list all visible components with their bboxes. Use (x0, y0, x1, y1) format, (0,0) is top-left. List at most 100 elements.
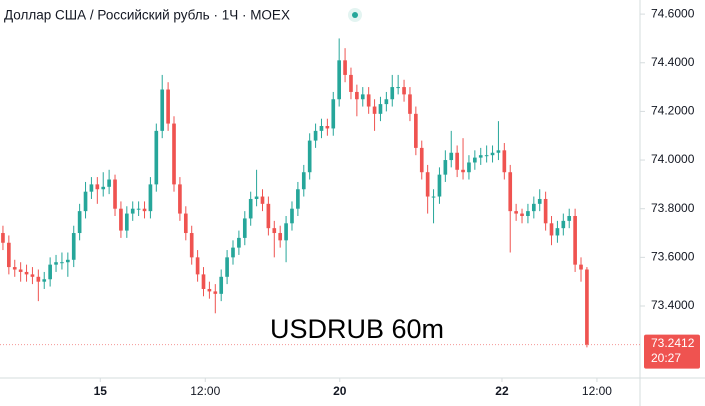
candle-body (555, 228, 560, 236)
candle-body (242, 218, 247, 238)
candle-body (7, 242, 11, 268)
candle-body (95, 184, 100, 190)
y-tick-label: 73.8000 (651, 201, 695, 215)
candle-body (113, 179, 117, 209)
candle-body (319, 126, 324, 131)
y-tick-label: 73.6000 (651, 250, 695, 264)
candle-body (89, 184, 94, 192)
price-tag (644, 334, 700, 369)
candle-body (331, 99, 336, 129)
candle-body (543, 198, 548, 224)
countdown-label: 20:27 (651, 351, 681, 365)
candle-body (130, 208, 135, 214)
candle-body (390, 87, 395, 100)
candle-body (54, 262, 58, 265)
candle-body (124, 213, 129, 231)
candle-body (178, 184, 182, 214)
candle-body (537, 198, 542, 204)
candle-body (136, 208, 141, 210)
candle-body (248, 198, 253, 219)
x-tick-label: 20 (333, 384, 347, 398)
x-tick-label: 22 (495, 384, 509, 398)
candle-body (490, 152, 495, 156)
candle-body (343, 60, 347, 75)
candle-body (142, 208, 147, 212)
candle-body (579, 264, 583, 270)
candle-body (526, 211, 530, 216)
candle-body (514, 211, 518, 214)
candle-body (372, 106, 377, 114)
candle-body (585, 269, 589, 345)
candle-body (431, 196, 436, 198)
candle-body (66, 259, 70, 263)
candle-body (260, 196, 265, 204)
candle-body (290, 208, 294, 224)
candle-body (231, 247, 235, 258)
candle-body (360, 94, 365, 100)
candle-body (307, 140, 312, 173)
candle-body (24, 271, 29, 275)
candle-body (573, 216, 577, 265)
candle-body (201, 274, 206, 289)
candle-body (189, 233, 194, 258)
candle-body (172, 123, 176, 185)
candle-body (443, 160, 448, 175)
candle-body (12, 267, 17, 270)
candle-body (325, 126, 330, 129)
y-tick-label: 73.4000 (651, 298, 695, 312)
candle-body (48, 264, 52, 280)
candle-body (296, 189, 300, 209)
candle-body (561, 220, 566, 229)
candle-body (408, 94, 412, 114)
candle-body (160, 89, 165, 131)
candle-body (195, 257, 200, 275)
candle-body (384, 99, 389, 105)
candle-body (237, 237, 241, 248)
candle-body (42, 279, 47, 282)
candle-body (154, 130, 159, 185)
candle-body (101, 186, 106, 190)
candle-body (520, 213, 524, 216)
y-tick-label: 74.0000 (651, 152, 695, 166)
candle-body (148, 184, 153, 212)
x-tick-label: 15 (94, 384, 108, 398)
candle-body (496, 150, 501, 153)
x-tick-label: 12:00 (190, 384, 220, 398)
candle-body (83, 191, 88, 212)
candle-body (301, 172, 306, 190)
candle-body (502, 150, 507, 173)
y-tick-label: 74.6000 (651, 6, 695, 20)
candle-body (284, 223, 288, 241)
candle-body (467, 162, 471, 173)
candle-body (77, 211, 82, 234)
candle-body (225, 257, 229, 277)
candle-body (71, 233, 76, 260)
candle-body (30, 274, 35, 277)
watermark: USDRUB 60m (270, 314, 444, 344)
candle-body (349, 74, 353, 92)
candle-body (119, 208, 123, 231)
candle-body (508, 172, 513, 212)
candle-body (473, 157, 477, 163)
candle-body (254, 196, 259, 199)
candle-body (455, 152, 459, 170)
candle-body (278, 233, 283, 241)
candle-body (461, 169, 465, 173)
candle-body (1, 233, 5, 243)
x-tick-label: 12:00 (582, 384, 612, 398)
status-dot (352, 12, 358, 18)
candle-body (396, 87, 400, 89)
candle-body (107, 179, 111, 187)
y-tick-label: 74.2000 (651, 104, 695, 118)
candle-body (402, 87, 406, 95)
candle-body (213, 291, 218, 294)
candle-body (166, 89, 170, 124)
chart-title: Доллар США / Российский рубль · 1Ч · MOE… (4, 8, 290, 23)
candle-body (355, 91, 359, 100)
candles (1, 38, 589, 348)
candle-body (337, 60, 341, 100)
price-tag-label: 73.2412 (651, 336, 695, 350)
candle-body (449, 152, 454, 161)
candle-body (36, 276, 41, 282)
